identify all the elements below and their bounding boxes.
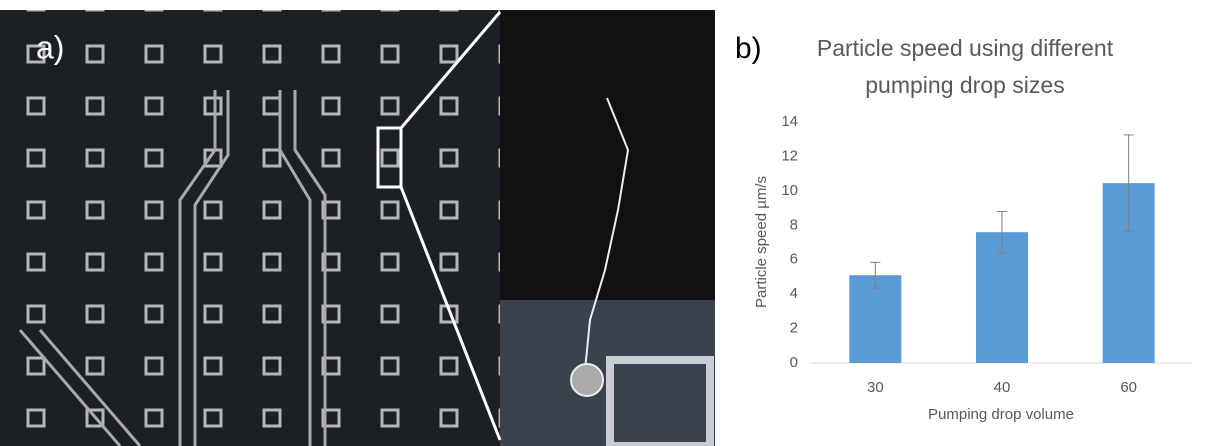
micrograph <box>0 10 715 446</box>
y-tick-label: 6 <box>790 251 798 268</box>
x-tick-label: 60 <box>1120 379 1137 396</box>
panel-label: a) <box>36 29 64 65</box>
y-tick-label: 10 <box>781 182 798 199</box>
y-tick-label: 4 <box>790 285 798 302</box>
y-axis-label: Particle speed µm/s <box>753 176 770 308</box>
x-tick-label: 30 <box>867 379 884 396</box>
y-tick-label: 8 <box>790 216 798 233</box>
chart-title: Particle speed using different pumping d… <box>790 30 1140 104</box>
x-axis-label: Pumping drop volume <box>928 406 1074 423</box>
figure: a) b) Pumping drop volume Particle speed… <box>0 0 1208 446</box>
x-tick-label: 40 <box>994 379 1011 396</box>
panel-label: b) <box>735 32 762 65</box>
y-tick-label: 0 <box>790 354 798 371</box>
y-tick-label: 12 <box>781 147 798 164</box>
y-tick-label: 2 <box>790 320 798 337</box>
y-tick-label: 14 <box>781 113 798 130</box>
